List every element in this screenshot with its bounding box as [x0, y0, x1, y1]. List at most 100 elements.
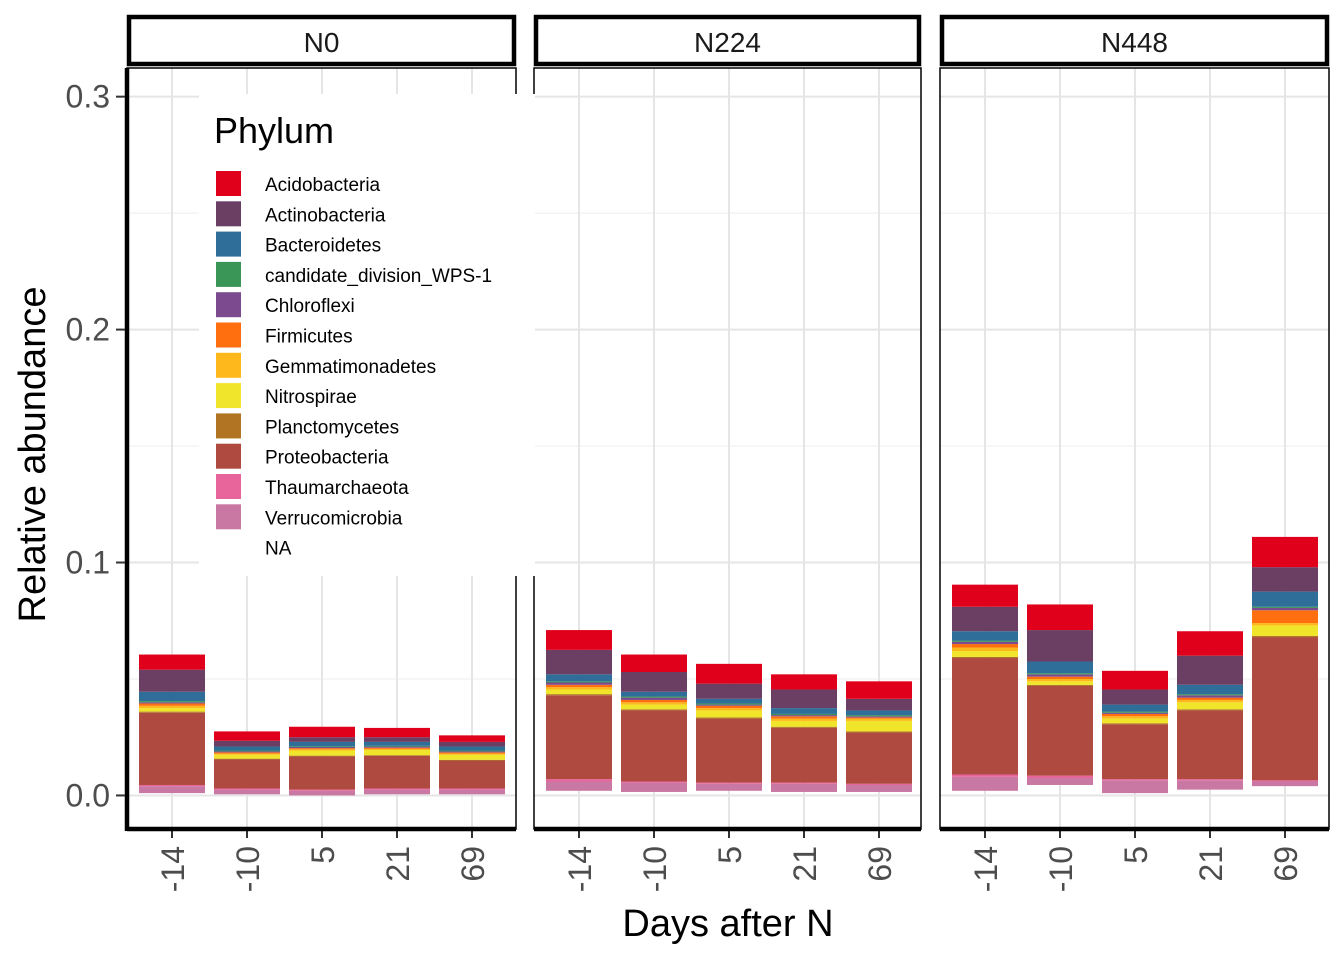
legend-key: [216, 352, 241, 378]
bar-segment-gemmatimonadetes: [139, 705, 205, 709]
bar-segment-chloroflexi: [214, 751, 280, 753]
legend-key: [216, 322, 241, 348]
bar-segment-acidobacteria: [696, 663, 762, 684]
bar-segment-planctomycetes: [846, 731, 912, 733]
bar-segment-verrucomicrobia: [546, 781, 612, 791]
x-tick-label: -10: [230, 846, 266, 892]
bar-segment-verrucomicrobia: [439, 789, 505, 795]
bar-segment-planctomycetes: [621, 709, 687, 711]
legend-key: [216, 534, 241, 560]
bar-segment-verrucomicrobia: [364, 789, 430, 795]
x-tick-label: 5: [1118, 846, 1154, 864]
bar-segment-gemmatimonadetes: [846, 718, 912, 721]
bar-segment-acidobacteria: [364, 727, 430, 738]
legend-key: [216, 413, 241, 439]
bar-segment-chloroflexi: [289, 747, 355, 749]
bar-segment-chloroflexi: [139, 702, 205, 704]
bar-segment-actinobacteria: [846, 698, 912, 711]
bar-segment-bacteroidetes: [214, 746, 280, 751]
bar-segment-firmicutes: [771, 716, 837, 719]
bar-segment-acidobacteria: [289, 726, 355, 738]
bar-segment-acidobacteria: [1177, 631, 1243, 656]
bar-segment-bacteroidetes: [1102, 704, 1168, 712]
legend-key: [216, 261, 241, 287]
facet-strip: [939, 14, 1330, 67]
bar-segment-actinobacteria: [546, 649, 612, 675]
bar-segment-verrucomicrobia: [1027, 777, 1093, 785]
bar-segment-proteobacteria: [1027, 685, 1093, 776]
bar-segment-gemmatimonadetes: [439, 753, 505, 755]
bar-segment-verrucomicrobia: [1252, 781, 1318, 787]
bar-segment-gemmatimonadetes: [214, 753, 280, 755]
bar-segment-gemmatimonadetes: [696, 708, 762, 711]
x-axis-title: Days after N: [622, 903, 833, 945]
legend-label: Proteobacteria: [265, 448, 389, 469]
bar-segment-bacteroidetes: [1252, 591, 1318, 607]
bar-segment-proteobacteria: [1102, 724, 1168, 780]
legend-key: [216, 201, 241, 227]
bar-segment-thaumarchaeota: [952, 774, 1018, 777]
bar-segment-planctomycetes: [139, 711, 205, 713]
bar-segment-proteobacteria: [846, 732, 912, 784]
bar-segment-bacteroidetes: [952, 631, 1018, 641]
bar-segment-candidate-division-wps-1: [546, 681, 612, 683]
bar-segment-nitrospirae: [1102, 718, 1168, 724]
bar-segment-actinobacteria: [771, 689, 837, 709]
bar-segment-candidate-division-wps-1: [289, 746, 355, 748]
legend-label: Gemmatimonadetes: [265, 357, 436, 378]
bar-segment-nitrospirae: [214, 754, 280, 759]
y-tick-label: 0.1: [66, 545, 110, 581]
bar-segment-chloroflexi: [1177, 695, 1243, 698]
bar-segment-thaumarchaeota: [1252, 780, 1318, 782]
bar-segment-thaumarchaeota: [846, 783, 912, 785]
bar-segment-firmicutes: [952, 644, 1018, 648]
bar-segment-thaumarchaeota: [621, 781, 687, 783]
bar-segment-actinobacteria: [696, 683, 762, 699]
bar-segment-firmicutes: [139, 703, 205, 706]
bar-segment-planctomycetes: [214, 758, 280, 760]
bar-segment-verrucomicrobia: [696, 783, 762, 791]
x-tick-label: 21: [380, 846, 416, 882]
bar-segment-verrucomicrobia: [846, 784, 912, 792]
x-tick-label: -14: [562, 846, 598, 892]
bar-segment-actinobacteria: [621, 672, 687, 692]
bar-segment-thaumarchaeota: [1027, 775, 1093, 778]
bar-segment-thaumarchaeota: [139, 784, 205, 787]
bar-segment-candidate-division-wps-1: [1027, 673, 1093, 675]
bar-segment-firmicutes: [439, 752, 505, 754]
bar-segment-gemmatimonadetes: [621, 702, 687, 705]
bar-segment-bacteroidetes: [546, 674, 612, 682]
bar-segment-actinobacteria: [439, 741, 505, 747]
bar-segment-bacteroidetes: [846, 710, 912, 716]
legend-label: Firmicutes: [265, 327, 353, 348]
bar-segment-gemmatimonadetes: [1102, 716, 1168, 719]
bar-segment-planctomycetes: [364, 755, 430, 756]
bar-segment-bacteroidetes: [1027, 661, 1093, 674]
bar-segment-bacteroidetes: [696, 698, 762, 704]
bar-segment-actinobacteria: [1252, 567, 1318, 592]
legend-key: [216, 231, 241, 257]
bar-segment-verrucomicrobia: [289, 790, 355, 796]
bar-segment-gemmatimonadetes: [546, 687, 612, 690]
bar-segment-chloroflexi: [364, 746, 430, 748]
bar-segment-thaumarchaeota: [696, 782, 762, 784]
bar-segment-acidobacteria: [846, 681, 912, 699]
bar-segment-planctomycetes: [952, 656, 1018, 659]
bar-segment-planctomycetes: [439, 759, 505, 761]
bar-segment-proteobacteria: [364, 755, 430, 789]
bar-segment-candidate-division-wps-1: [364, 745, 430, 747]
x-tick-label: 5: [712, 846, 748, 864]
bar-segment-bacteroidetes: [1177, 684, 1243, 695]
bar-segment-nitrospirae: [139, 708, 205, 712]
legend-key: [216, 171, 241, 196]
bar-segment-chloroflexi: [546, 682, 612, 685]
bar-segment-bacteroidetes: [139, 691, 205, 702]
bar-segment-bacteroidetes: [439, 746, 505, 751]
bar-segment-verrucomicrobia: [952, 776, 1018, 791]
bar-segment-firmicutes: [1102, 713, 1168, 717]
bar-segment-chloroflexi: [696, 704, 762, 706]
y-tick-label: 0.0: [66, 777, 110, 813]
bar-segment-bacteroidetes: [771, 708, 837, 714]
